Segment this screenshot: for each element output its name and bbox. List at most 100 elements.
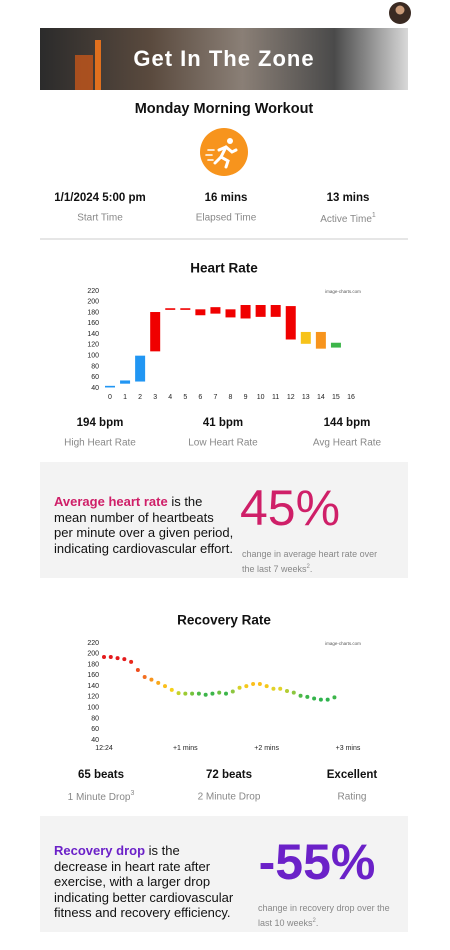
footnote: 3 (130, 790, 134, 797)
y-tick-label: 200 (87, 299, 99, 306)
y-tick-label: 180 (87, 309, 99, 316)
point (291, 690, 296, 695)
bar (120, 380, 131, 384)
x-tick-label: 0 (108, 394, 112, 401)
point (163, 684, 167, 689)
y-tick-label: 140 (87, 683, 99, 690)
point (156, 680, 161, 685)
stat-label-text: 1 Minute Drop (68, 792, 131, 803)
point (169, 687, 174, 692)
stat-label: Rating (338, 792, 367, 803)
watermark: image-charts.com (325, 641, 361, 646)
callout-box (40, 816, 408, 932)
point (264, 684, 269, 689)
point (224, 691, 228, 696)
bar (270, 305, 281, 317)
bar (165, 308, 176, 310)
bar (210, 307, 221, 314)
bar (285, 306, 296, 340)
x-tick-label: 6 (198, 394, 202, 401)
point (251, 681, 256, 686)
point (149, 677, 154, 682)
y-tick-label: 180 (87, 661, 99, 668)
x-tick-label: 8 (229, 394, 233, 401)
note-end: . (309, 564, 313, 574)
bar (255, 305, 266, 317)
banner-detail (75, 55, 93, 90)
stat-label: Elapsed Time (196, 213, 257, 224)
y-tick-label: 100 (87, 353, 99, 360)
x-tick-label: 2 (138, 394, 142, 401)
stat-label-text: Active Time (320, 214, 372, 225)
y-tick-label: 120 (87, 342, 99, 349)
x-tick-label: 15 (332, 394, 340, 401)
point (183, 691, 188, 696)
x-tick-label: +3 mins (336, 745, 361, 752)
bar (330, 342, 341, 348)
point (115, 656, 120, 661)
stat-label: Active Time1 (320, 212, 376, 225)
point (278, 686, 283, 691)
y-tick-label: 220 (87, 288, 99, 295)
bar (180, 308, 191, 310)
footnote: 1 (372, 212, 376, 219)
point (325, 697, 330, 702)
stat-value: 72 beats (206, 769, 252, 781)
point (176, 691, 181, 696)
point (332, 695, 337, 700)
stat-value: 65 beats (78, 769, 124, 781)
x-tick-label: 9 (244, 394, 248, 401)
chart-title: Heart Rate (190, 261, 258, 276)
point (108, 655, 113, 660)
callout-note: change in recovery drop over the last 10… (258, 902, 398, 930)
callout-body: is the decrease in heart rate after exer… (54, 843, 234, 920)
callout-body: is the mean number of heartbeats per min… (54, 494, 234, 556)
stat-label: High Heart Rate (64, 438, 136, 449)
note-text: change in recovery drop over the last 10… (258, 903, 390, 928)
y-tick-label: 220 (87, 640, 99, 647)
callout-text: Average heart rate is the mean number of… (54, 494, 234, 556)
point (122, 657, 127, 662)
y-tick-label: 160 (87, 320, 99, 327)
stat-value: 41 bpm (203, 417, 243, 429)
x-tick-label: 12:24 (95, 745, 113, 752)
y-tick-label: 40 (91, 737, 99, 744)
y-tick-label: 80 (91, 363, 99, 370)
point (230, 689, 235, 694)
point (190, 691, 195, 696)
point (244, 684, 249, 689)
x-tick-label: 14 (317, 394, 325, 401)
banner (40, 28, 408, 90)
x-tick-label: 12 (287, 394, 295, 401)
y-tick-label: 80 (91, 715, 99, 722)
stat-value: 144 bpm (324, 417, 371, 429)
bar (315, 331, 326, 349)
callout-text: Recovery drop is the decrease in heart r… (54, 843, 234, 921)
point (196, 691, 201, 696)
point (203, 692, 208, 697)
x-tick-label: 5 (183, 394, 187, 401)
stat-value: 1/1/2024 5:00 pm (54, 192, 145, 204)
avatar-face (395, 5, 405, 15)
stat-value: 16 mins (205, 192, 248, 204)
y-tick-label: 40 (91, 385, 99, 392)
stat-value: 13 mins (327, 192, 370, 204)
point (271, 686, 276, 691)
y-tick-label: 160 (87, 672, 99, 679)
point (257, 681, 262, 686)
note-end: . (315, 918, 319, 928)
stat-label: 1 Minute Drop3 (68, 790, 135, 803)
point (318, 697, 323, 702)
runner-icon (205, 138, 238, 169)
callout-note: change in average heart rate over the la… (242, 548, 392, 576)
watermark: image-charts.com (325, 289, 361, 294)
x-tick-label: +2 mins (254, 745, 279, 752)
callout-box (40, 462, 408, 578)
x-tick-label: 10 (257, 394, 265, 401)
callout-term: Recovery drop (54, 843, 146, 858)
x-tick-label: 11 (272, 394, 279, 401)
point (298, 693, 303, 698)
y-tick-label: 60 (91, 726, 99, 733)
y-tick-label: 140 (87, 331, 99, 338)
